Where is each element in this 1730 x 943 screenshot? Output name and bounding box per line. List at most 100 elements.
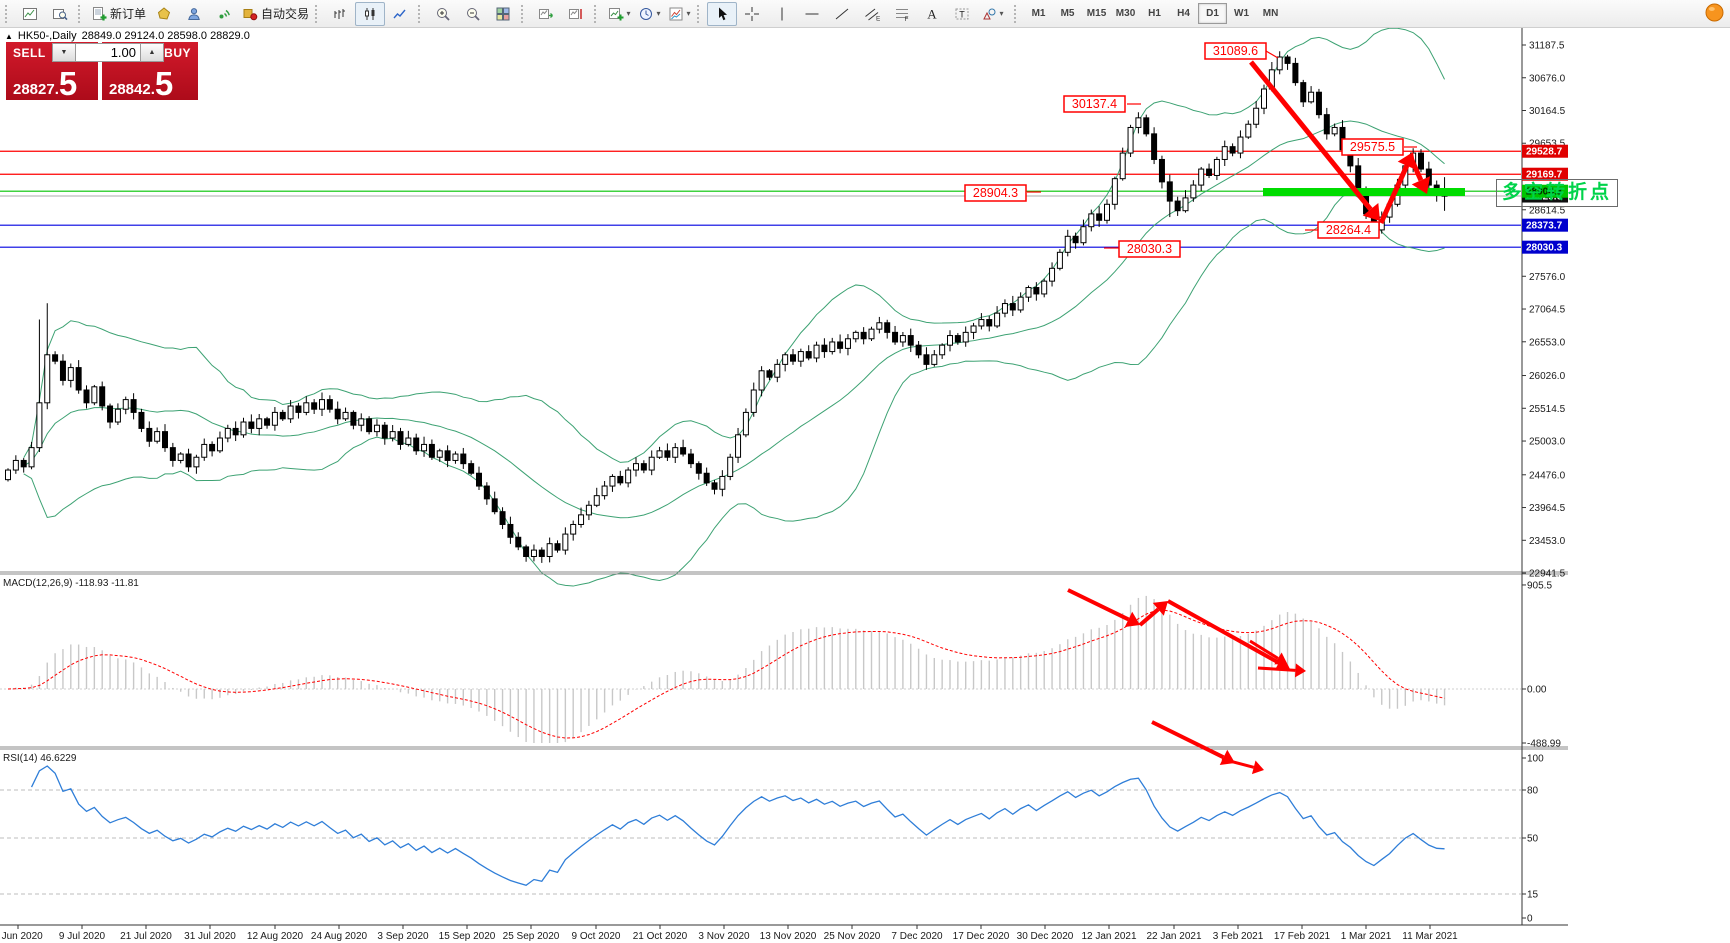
zoom-in-button[interactable] [428, 2, 458, 26]
analyst-note-text[interactable]: 多空转折点 [1496, 179, 1619, 207]
text-button[interactable]: A [917, 2, 947, 26]
data-window-button[interactable] [45, 2, 75, 26]
tile-windows-button[interactable] [488, 2, 518, 26]
fibonacci-button[interactable]: F [887, 2, 917, 26]
price-callout-box[interactable] [1063, 95, 1126, 113]
svg-text:26026.0: 26026.0 [1529, 371, 1566, 382]
auto-scroll-button[interactable] [531, 2, 561, 26]
toolbar-group-handle [5, 4, 11, 23]
svg-text:27576.0: 27576.0 [1529, 272, 1566, 283]
metaeditor-button[interactable] [149, 2, 179, 26]
autotrading-button[interactable]: 自动交易 [239, 2, 312, 26]
svg-text:17 Feb 2021: 17 Feb 2021 [1274, 931, 1331, 942]
price-callout-box[interactable] [964, 184, 1027, 202]
timeframe-bar: M1 M5 M15 M30 H1 H4 D1 W1 MN [1011, 3, 1285, 24]
timeframe-w1[interactable]: W1 [1234, 8, 1250, 19]
trendline-button[interactable] [827, 2, 857, 26]
price-callout-box[interactable] [1204, 42, 1267, 60]
shapes-icon [982, 8, 996, 19]
chevron-down-icon: ▾ [626, 9, 631, 18]
text-label-button[interactable]: T [947, 2, 977, 26]
timeframe-m1[interactable]: M1 [1031, 8, 1046, 19]
channel-button[interactable]: E [857, 2, 887, 26]
volume-increase-button[interactable]: ▲ [140, 43, 164, 62]
chevron-down-icon: ▾ [686, 9, 691, 18]
chevron-down-icon: ▾ [999, 9, 1004, 18]
auto-scroll-icon [539, 8, 553, 19]
zoom-in-icon [437, 7, 450, 21]
crosshair-button[interactable] [737, 2, 767, 26]
support-resistance-lines[interactable] [0, 150, 1521, 248]
svg-text:23453.0: 23453.0 [1529, 536, 1566, 547]
svg-text:22 Jan 2021: 22 Jan 2021 [1146, 931, 1201, 942]
timeframe-h4[interactable]: H4 [1177, 8, 1190, 19]
zoom-out-icon [467, 7, 480, 21]
svg-text:23964.5: 23964.5 [1529, 503, 1566, 514]
mql-community-icon[interactable] [1705, 3, 1724, 27]
line-chart-button[interactable] [385, 2, 415, 26]
price-callout-box[interactable] [1118, 240, 1181, 258]
svg-text:3 Sep 2020: 3 Sep 2020 [377, 931, 429, 942]
chart-shift-button[interactable] [561, 2, 591, 26]
periods-icon [639, 7, 652, 20]
chevron-down-icon: ▾ [656, 9, 661, 18]
price-callout-box[interactable] [1341, 138, 1404, 156]
svg-text:T: T [959, 9, 965, 19]
svg-text:29169.7: 29169.7 [1526, 170, 1563, 181]
new-chart-icon [23, 7, 37, 20]
timeframe-m30[interactable]: M30 [1115, 8, 1136, 19]
svg-text:26553.0: 26553.0 [1529, 337, 1566, 348]
price-axis-tags: 28829.029528.729169.728904.328373.728030… [1522, 144, 1568, 254]
svg-text:15 Sep 2020: 15 Sep 2020 [439, 931, 496, 942]
zoom-out-button[interactable] [458, 2, 488, 26]
tile-windows-icon [496, 7, 510, 20]
signals-button[interactable] [209, 2, 239, 26]
new-chart-button[interactable] [15, 2, 45, 26]
quote-line: ▲ HK50-,Daily 28849.0 29124.0 28598.0 28… [5, 30, 254, 42]
timeframe-m5[interactable]: M5 [1060, 8, 1075, 19]
indicators-button[interactable]: ▾ [604, 2, 634, 26]
new-order-button[interactable]: 新订单 [88, 2, 149, 26]
hline-button[interactable] [797, 2, 827, 26]
vline-button[interactable] [767, 2, 797, 26]
price-trend-arrows[interactable] [1249, 60, 1431, 225]
trend-band[interactable] [1263, 188, 1465, 196]
bar-chart-button[interactable] [325, 2, 355, 26]
buy-price-frac: 5 [154, 65, 174, 102]
periods-button[interactable]: ▾ [634, 2, 664, 26]
volume-stepper: ▼ ▲ [52, 43, 164, 62]
candle-chart-icon [365, 7, 375, 20]
rsi-indicator-label: RSI(14) 46.6229 [3, 753, 77, 764]
buy-price-main: 28842 [109, 81, 151, 98]
channel-icon: E [865, 8, 880, 22]
templates-button[interactable]: ▾ [664, 2, 694, 26]
buy-label: BUY [164, 46, 191, 60]
timeframe-m15[interactable]: M15 [1086, 8, 1107, 19]
timeframe-d1[interactable]: D1 [1198, 3, 1228, 24]
macd-trend-arrows[interactable] [1067, 588, 1306, 678]
svg-text:28904.3: 28904.3 [1526, 187, 1563, 198]
rsi-trend-arrows[interactable] [1151, 720, 1264, 775]
timeframe-mn[interactable]: MN [1262, 8, 1279, 19]
svg-text:29528.7: 29528.7 [1526, 147, 1563, 158]
timeframe-h1[interactable]: H1 [1148, 8, 1161, 19]
volume-input[interactable] [76, 43, 140, 62]
chart-shift-icon [569, 8, 582, 19]
toolbar-group-handle [521, 4, 527, 23]
svg-text:7 Dec 2020: 7 Dec 2020 [891, 931, 943, 942]
shapes-button[interactable]: ▾ [977, 2, 1007, 26]
svg-text:24 Aug 2020: 24 Aug 2020 [311, 931, 368, 942]
crosshair-icon [745, 6, 760, 21]
price-callout-box[interactable] [1317, 221, 1380, 239]
svg-text:25003.0: 25003.0 [1529, 437, 1566, 448]
svg-text:12 Aug 2020: 12 Aug 2020 [247, 931, 304, 942]
price-callouts[interactable]: 31089.6 30137.4 29575.5 28904.3 28264.4 28030… [964, 42, 1417, 258]
community-button[interactable] [179, 2, 209, 26]
sell-label: SELL [13, 46, 46, 60]
cursor-button[interactable] [707, 1, 738, 26]
volume-decrease-button[interactable]: ▼ [52, 43, 76, 62]
templates-icon [669, 7, 683, 20]
candle-chart-button[interactable] [355, 1, 386, 26]
svg-text:25 Nov 2020: 25 Nov 2020 [824, 931, 881, 942]
